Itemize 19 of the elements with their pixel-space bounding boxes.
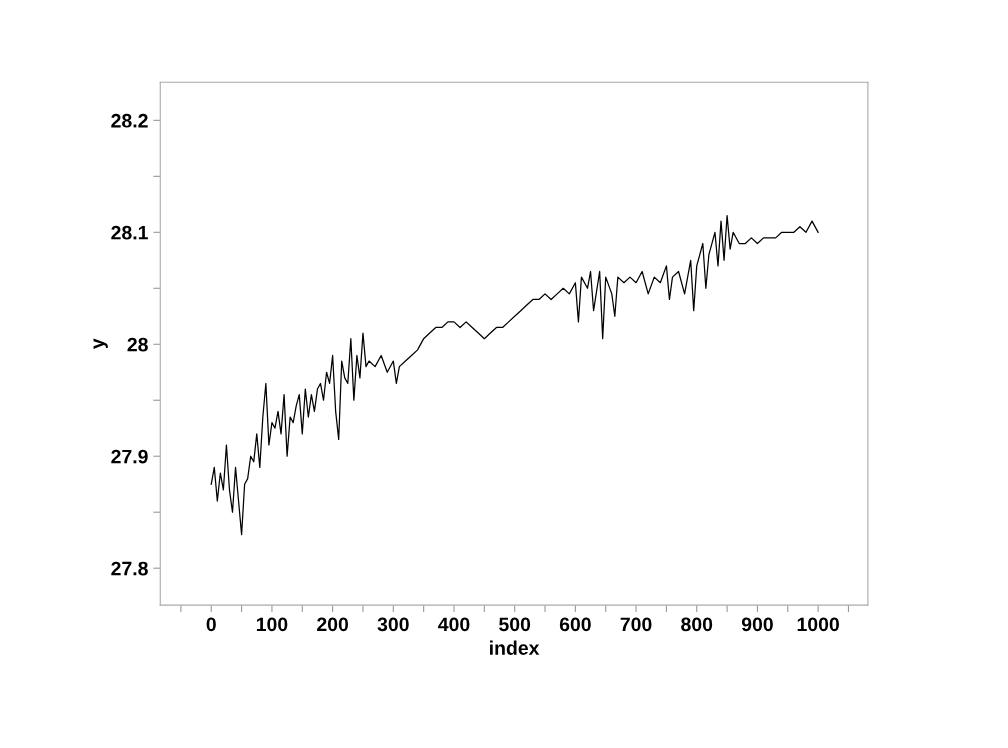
x-tick-label: 100 xyxy=(256,617,288,632)
y-tick-label: 28 xyxy=(127,337,148,352)
y-axis-title: y xyxy=(93,338,108,349)
x-tick-label: 600 xyxy=(559,617,591,632)
x-tick-label: 900 xyxy=(741,617,773,632)
x-tick-label: 200 xyxy=(317,617,349,632)
y-tick-label: 27.9 xyxy=(111,449,148,464)
line-series xyxy=(210,214,819,536)
x-tick-label: 1000 xyxy=(797,617,839,632)
x-tick-label: 800 xyxy=(681,617,713,632)
x-tick-label: 500 xyxy=(499,617,531,632)
x-tick-label: 400 xyxy=(438,617,470,632)
x-tick-label: 0 xyxy=(206,617,216,632)
x-axis-title: index xyxy=(490,640,540,655)
y-tick-label: 28.1 xyxy=(111,225,148,240)
y-tick-label: 27.8 xyxy=(111,561,148,576)
y-tick-label: 28.2 xyxy=(111,113,148,128)
x-tick-label: 700 xyxy=(620,617,652,632)
x-tick-label: 300 xyxy=(377,617,409,632)
